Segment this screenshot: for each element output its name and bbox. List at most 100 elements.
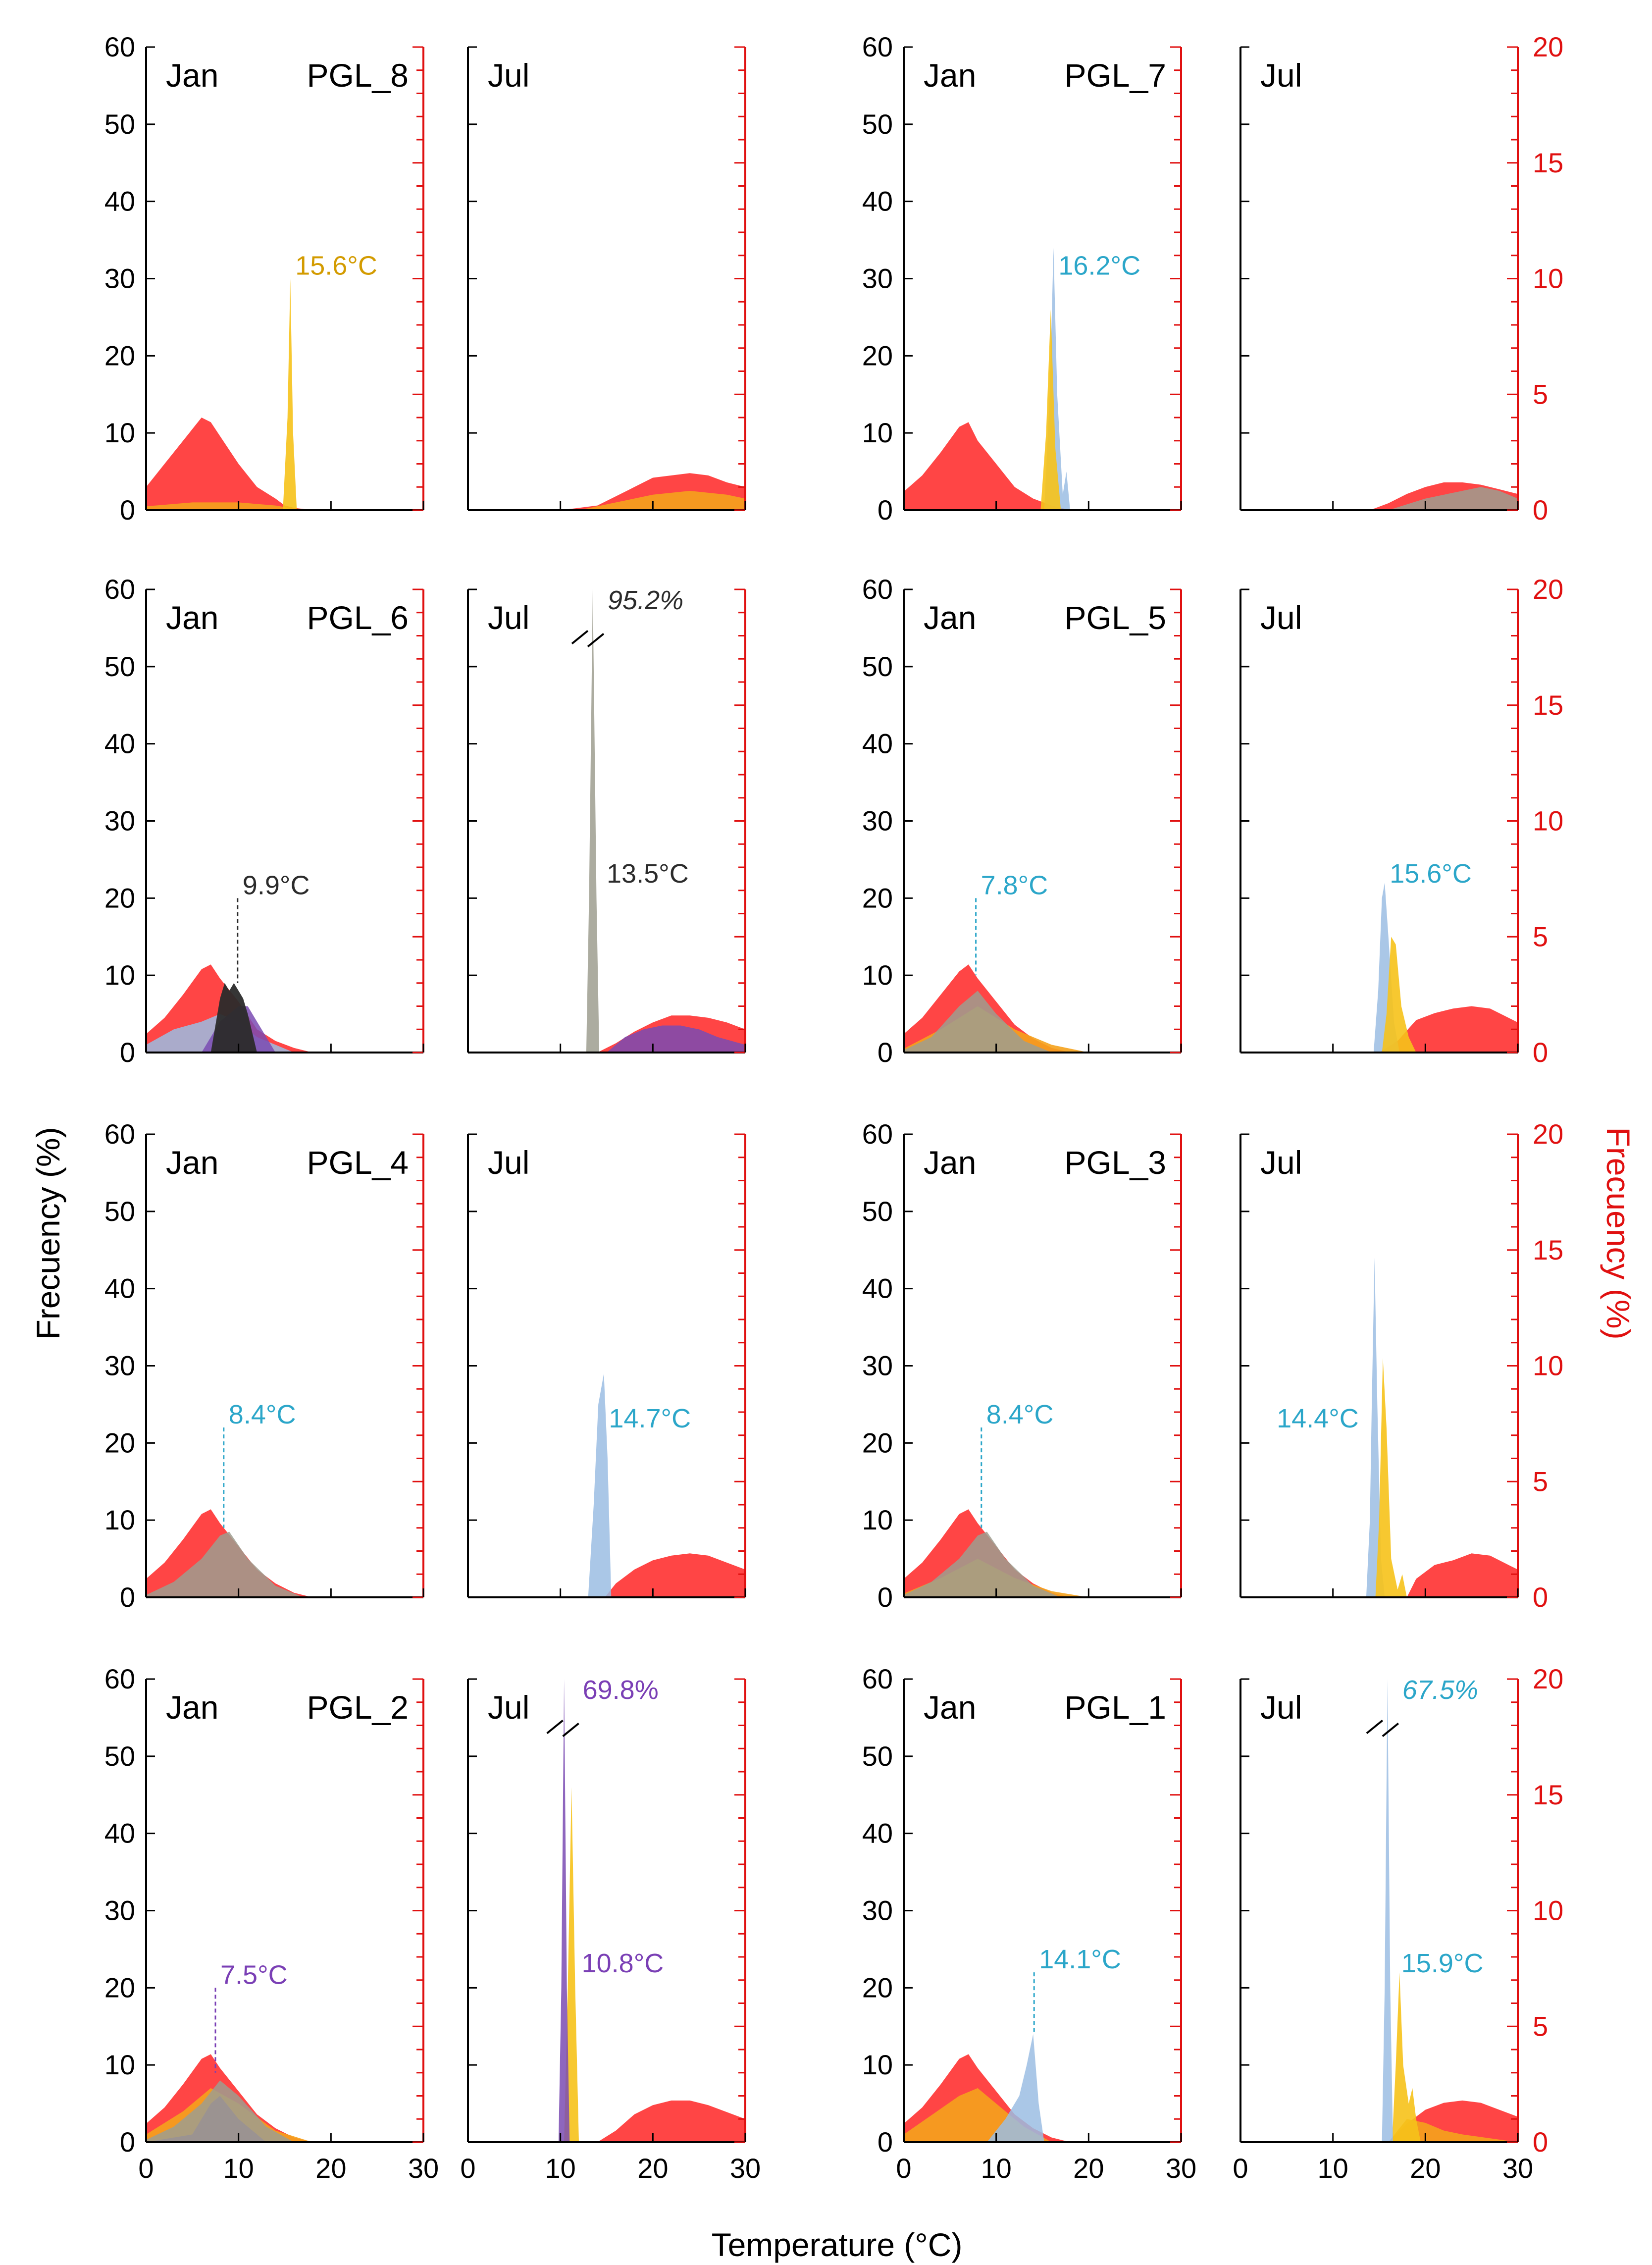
y2-tick-label: 5 — [1533, 378, 1548, 410]
peak-temperature-annotation: 10.8°C — [582, 1949, 664, 1978]
series-area-blue — [1240, 883, 1518, 1053]
peak-temperature-annotation: 15.6°C — [295, 251, 377, 281]
series-area-red — [468, 2100, 745, 2142]
peak-temperature-annotation: 7.5°C — [220, 1960, 288, 1990]
station-label: PGL_2 — [307, 1689, 409, 1726]
series-area-red — [468, 1553, 745, 1597]
series-area-black — [146, 983, 423, 1053]
y-tick-label: 0 — [120, 1581, 135, 1613]
y2-tick-label: 15 — [1533, 147, 1563, 178]
y-tick-label: 10 — [104, 1504, 135, 1535]
y-tick-label: 50 — [104, 108, 135, 140]
x-tick-label: 30 — [408, 2153, 439, 2184]
y2-tick-label: 5 — [1533, 921, 1548, 952]
y-tick-label: 60 — [104, 1663, 135, 1694]
y-tick-label: 20 — [104, 1972, 135, 2003]
series-area-gray — [904, 1531, 1181, 1597]
panel-6: Jul 13.5°C 95.2% — [467, 585, 746, 1053]
series-area-gray — [904, 991, 1181, 1053]
y-tick-label: 60 — [862, 31, 893, 62]
y-tick-label: 10 — [104, 959, 135, 991]
month-label: Jan — [924, 1689, 976, 1726]
panel-12: 0 5 10 15 20 Jul 14.4°C — [1239, 1118, 1563, 1613]
series-area-gray — [146, 1531, 423, 1597]
series-area-blue — [1240, 1679, 1518, 2142]
y-tick-label: 10 — [862, 2049, 893, 2080]
y-tick-label: 20 — [104, 1427, 135, 1458]
series-area-red — [1240, 2100, 1518, 2142]
month-label: Jul — [488, 1689, 529, 1726]
series-area-red — [1240, 1553, 1518, 1597]
month-label: Jul — [1260, 1689, 1302, 1726]
y-tick-label: 10 — [862, 417, 893, 448]
peak-temperature-annotation: 13.5°C — [607, 859, 689, 889]
y-tick-label: 10 — [862, 1504, 893, 1535]
y-tick-label: 30 — [104, 263, 135, 294]
y-tick-label: 0 — [878, 494, 893, 526]
series-area-gray — [146, 2080, 423, 2142]
x-tick-label: 0 — [896, 2153, 911, 2184]
panel-14: 0 10 20 30 Jul 10.8°C 69.8% — [460, 1675, 761, 2184]
series-area-purple — [468, 1025, 745, 1053]
x-axis-label: Temperature (°C) — [712, 2226, 963, 2263]
panel-15: 0 10 20 30 40 50 60 0 10 20 30 Jan PGL_1 14.1°C — [862, 1663, 1196, 2184]
x-tick-label: 30 — [1502, 2153, 1533, 2184]
peak-frequency-annotation: 95.2% — [608, 585, 683, 615]
y2-tick-label: 5 — [1533, 2010, 1548, 2042]
station-label: PGL_4 — [307, 1144, 409, 1181]
y-tick-label: 40 — [862, 1273, 893, 1304]
y2-tick-label: 15 — [1533, 1234, 1563, 1265]
panel-7: 0 10 20 30 40 50 60 Jan PGL_5 7.8°C — [862, 574, 1182, 1068]
series-area-red — [146, 418, 423, 510]
x-tick-label: 20 — [1410, 2153, 1441, 2184]
peak-temperature-annotation: 9.9°C — [243, 870, 310, 900]
y-tick-label: 40 — [104, 1273, 135, 1304]
y-tick-label: 20 — [862, 882, 893, 913]
month-label: Jul — [488, 1144, 529, 1181]
month-label: Jan — [166, 1144, 218, 1181]
series-area-blue — [468, 1373, 745, 1597]
peak-temperature-annotation: 8.4°C — [229, 1400, 296, 1429]
y2-tick-label: 0 — [1533, 2126, 1548, 2158]
y-tick-label: 40 — [862, 1818, 893, 1849]
peak-temperature-annotation: 8.4°C — [986, 1400, 1054, 1429]
y-tick-label: 0 — [878, 1581, 893, 1613]
panel-10: Jul 14.7°C — [467, 1133, 746, 1598]
panel-2: Jul — [467, 46, 746, 511]
series-area-orange — [468, 491, 745, 510]
panel-3: 0 10 20 30 40 50 60 Jan PGL_7 16.2°C — [862, 31, 1182, 526]
peak-frequency-annotation: 67.5% — [1402, 1675, 1478, 1705]
x-tick-label: 30 — [1166, 2153, 1196, 2184]
y-tick-label: 50 — [862, 1740, 893, 1772]
station-label: PGL_7 — [1065, 57, 1166, 94]
panel-4: 0 5 10 15 20 Jul — [1239, 31, 1563, 526]
axis-break-symbol — [571, 630, 605, 648]
month-label: Jul — [488, 599, 529, 636]
y-tick-label: 10 — [104, 417, 135, 448]
y-tick-label: 50 — [104, 1740, 135, 1772]
series-area-gray — [468, 589, 745, 1053]
panel-9: 0 10 20 30 40 50 60 Jan PGL_4 8.4°C — [104, 1118, 424, 1613]
y-tick-label: 50 — [862, 108, 893, 140]
month-label: Jan — [166, 599, 218, 636]
x-tick-label: 10 — [981, 2153, 1012, 2184]
y-tick-label: 40 — [862, 728, 893, 759]
y2-tick-label: 0 — [1533, 494, 1548, 526]
peak-temperature-annotation: 15.9°C — [1401, 1949, 1484, 1978]
series-area-red — [904, 422, 1181, 510]
station-label: PGL_1 — [1065, 1689, 1166, 1726]
peak-temperature-annotation: 7.8°C — [981, 870, 1048, 900]
month-label: Jan — [166, 1689, 218, 1726]
month-label: Jan — [924, 599, 976, 636]
y-tick-label: 50 — [104, 651, 135, 682]
y2-tick-label: 10 — [1533, 1350, 1563, 1381]
y-tick-label: 30 — [862, 1350, 893, 1381]
month-label: Jul — [1260, 1144, 1302, 1181]
y-tick-label: 20 — [104, 882, 135, 913]
y-tick-label: 0 — [120, 1037, 135, 1068]
axis-break-symbol — [1366, 1719, 1399, 1738]
y-tick-label: 30 — [862, 805, 893, 837]
series-area-orange — [146, 502, 423, 510]
y2-tick-label: 20 — [1533, 1663, 1563, 1694]
